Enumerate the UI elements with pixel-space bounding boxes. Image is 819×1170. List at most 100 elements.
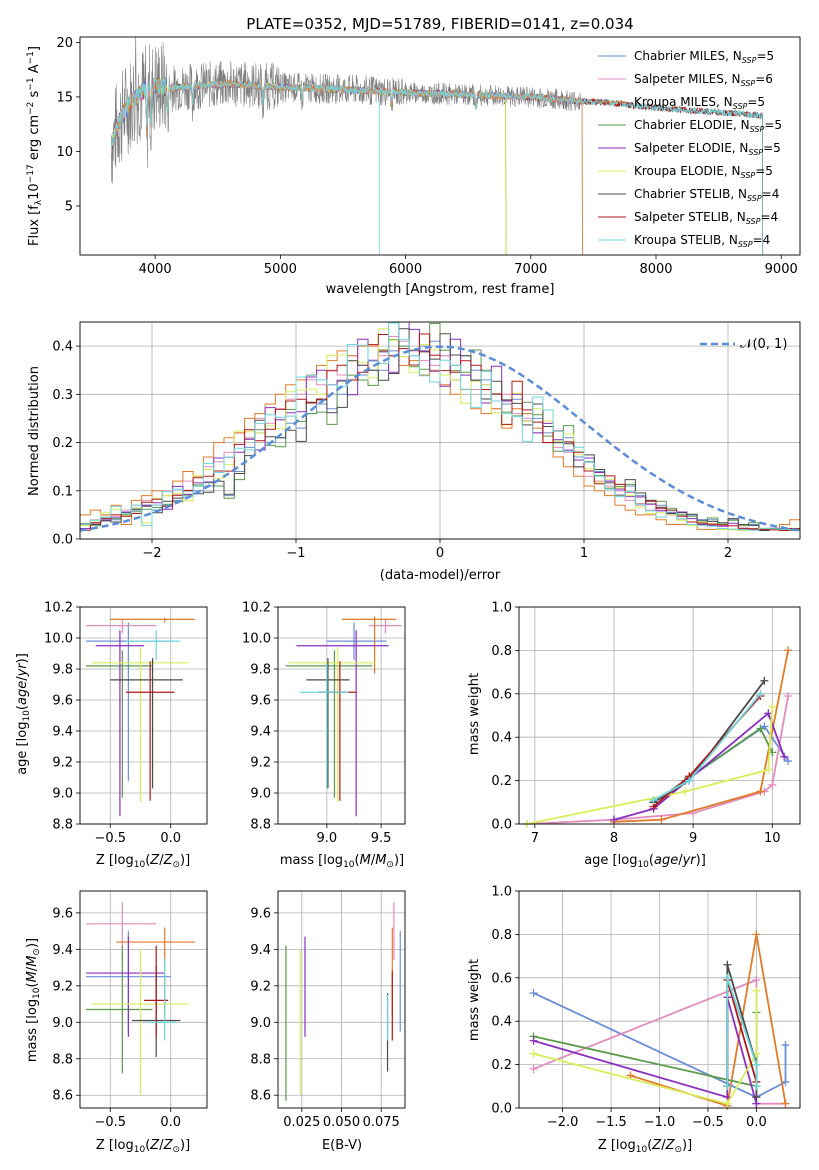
legend-subscript: SSP — [747, 194, 762, 203]
ebv-vs-mass-panel: 0.025 0.050 0.075 8.6 8.8 9.0 9.2 9.4 9.6 E(B-V) — [250, 890, 406, 1153]
weight-point-marker — [649, 796, 658, 805]
x-tick-label: 5000 — [264, 262, 297, 277]
weight-age-ylabel: mass weight — [467, 673, 482, 755]
ebv-mass-plot-area: 0.025 0.050 0.075 8.6 8.8 9.0 9.2 9.4 9.6 — [250, 890, 406, 1130]
y-tick-label: 0.1 — [52, 484, 73, 499]
weight-point-marker — [784, 646, 793, 655]
spectrum-legend: Chabrier MILES, NSSP=5 Salpeter MILES, NS… — [598, 49, 782, 249]
y-tick-label: 0.2 — [491, 1058, 512, 1073]
spectrum-model-line — [110, 78, 583, 255]
y-tick-label: 9.0 — [52, 1016, 73, 1031]
z-age-plot-area: −0.5 0.0 8.8 9.0 9.2 9.4 9.6 9.8 10.0 10.2 — [44, 601, 208, 846]
mass-weight-vs-age-panel: 7 8 9 10 0.0 0.2 0.4 0.6 0.8 1.0 age [log10(age/y… — [467, 601, 801, 870]
weight-point-marker — [752, 1060, 761, 1069]
y-tick-label: 9.4 — [250, 725, 271, 740]
legend-subscript: SSP — [742, 56, 757, 65]
weight-z-plot-area: −2.0 −1.5 −1.0 −0.5 0.0 0.0 0.2 0.4 0.6 0.8 1.0 — [491, 885, 801, 1130]
x-tick-label: 2 — [724, 546, 732, 561]
x-tick-label: −1.0 — [644, 1115, 676, 1130]
spectrum-panel: 4000 5000 6000 7000 8000 9000 5 10 15 20 waveleng… — [26, 36, 801, 297]
legend-subscript: SSP — [741, 171, 756, 180]
legend-subscript: SSP — [750, 125, 765, 134]
weight-series-line — [533, 992, 787, 1099]
weight-point-marker — [760, 676, 769, 685]
histogram-ylabel: Normed distribution — [27, 366, 42, 496]
weight-point-marker — [685, 776, 694, 785]
x-tick-label: 9.5 — [371, 831, 392, 846]
legend-label: Kroupa MILES, NSSP=5 — [634, 95, 765, 111]
y-tick-label: 9.6 — [250, 694, 271, 709]
spectrum-model-line — [110, 78, 583, 255]
weight-point-marker — [781, 1099, 790, 1108]
y-tick-label: 0.2 — [491, 774, 512, 789]
x-tick-label: 10 — [764, 831, 781, 846]
weight-series-line — [533, 997, 758, 1104]
weight-point-marker — [764, 765, 773, 774]
y-tick-label: 9.6 — [52, 906, 73, 921]
y-tick-label: 9.4 — [250, 943, 271, 958]
y-tick-label: 0.6 — [491, 687, 512, 702]
x-tick-label: 9 — [689, 831, 697, 846]
y-tick-label: 0.8 — [491, 928, 512, 943]
y-tick-label: 10.0 — [44, 632, 73, 647]
weight-point-marker — [723, 973, 732, 982]
weight-point-marker — [723, 1082, 732, 1091]
axes-frame — [518, 890, 801, 1109]
weight-point-marker — [756, 689, 765, 698]
weight-series-line — [613, 650, 789, 823]
weight-point-marker — [529, 1064, 538, 1073]
figure-title: PLATE=0352, MJD=51789, FIBERID=0141, z=0… — [246, 15, 633, 33]
legend-label: Kroupa STELIB, NSSP=4 — [634, 233, 770, 249]
y-tick-label: 9.2 — [52, 979, 73, 994]
y-tick-label: 15 — [56, 90, 73, 105]
y-tick-label: 9.8 — [52, 663, 73, 678]
weight-age-xlabel: age [log10(age/yr)] — [584, 853, 706, 870]
weight-point-marker — [752, 1082, 761, 1091]
y-tick-label: 0.0 — [52, 533, 73, 548]
y-tick-label: 0.4 — [491, 731, 512, 746]
legend-count: =5 — [755, 164, 773, 178]
legend-label: Salpeter STELIB, NSSP=4 — [634, 210, 778, 226]
x-tick-label: 8 — [610, 831, 618, 846]
weight-point-marker — [752, 986, 761, 995]
y-tick-label: 10 — [56, 145, 73, 160]
weight-point-marker — [752, 975, 761, 984]
x-tick-label: 0.0 — [160, 1115, 181, 1130]
y-tick-label: 8.8 — [250, 818, 271, 833]
mass-age-xlabel: mass [log10(M/M⊙)] — [280, 853, 404, 870]
gaussian-legend-label: 𝒩(0, 1) — [740, 337, 787, 352]
weight-point-marker — [681, 787, 690, 796]
y-tick-label: 9.0 — [250, 1016, 271, 1031]
weight-point-marker — [723, 960, 732, 969]
y-tick-label: 0.3 — [52, 388, 73, 403]
mass-weight-vs-z-panel: −2.0 −1.5 −1.0 −0.5 0.0 0.0 0.2 0.4 0.6 0.8 1.0 Z … — [467, 885, 801, 1155]
y-tick-label: 5 — [65, 199, 73, 214]
legend-subscript: SSP — [748, 148, 763, 157]
x-tick-label: 7 — [531, 831, 539, 846]
y-tick-label: 1.0 — [491, 885, 512, 900]
y-tick-label: 9.2 — [52, 756, 73, 771]
y-tick-label: 1.0 — [491, 601, 512, 616]
spectrum-model-line — [110, 77, 507, 255]
axes-frame — [79, 606, 208, 825]
legend-count: =5 — [763, 141, 781, 155]
weight-z-ylabel: mass weight — [467, 959, 482, 1041]
x-tick-label: 0.0 — [746, 1115, 767, 1130]
axes-frame — [79, 36, 801, 256]
z-age-ylabel: age [log10(age/yr)] — [15, 653, 32, 775]
x-tick-label: 0.050 — [323, 1115, 360, 1130]
y-tick-label: 9.0 — [52, 787, 73, 802]
spectrum-plot-area: 4000 5000 6000 7000 8000 9000 5 10 15 20 — [56, 36, 801, 277]
z-vs-mass-panel: −0.5 0.0 8.6 8.8 9.0 9.2 9.4 9.6 Z [log10(Z/Z⊙)… — [25, 890, 208, 1155]
weight-point-marker — [609, 815, 618, 824]
weight-z-xlabel: Z [log10(Z/Z⊙)] — [598, 1138, 692, 1155]
y-tick-label: 20 — [56, 36, 73, 51]
x-tick-label: 0.075 — [363, 1115, 400, 1130]
histogram-xlabel: (data-model)/error — [380, 568, 501, 583]
x-tick-label: 0.0 — [160, 831, 181, 846]
weight-point-marker — [780, 752, 789, 761]
mass-vs-age-panel: 9.0 9.5 8.8 9.0 9.2 9.4 9.6 9.8 10.0 10.2 mass [l… — [242, 601, 406, 870]
axes-frame — [518, 606, 801, 825]
spectrum-model-line — [110, 78, 507, 255]
weight-series-line — [726, 977, 758, 1087]
